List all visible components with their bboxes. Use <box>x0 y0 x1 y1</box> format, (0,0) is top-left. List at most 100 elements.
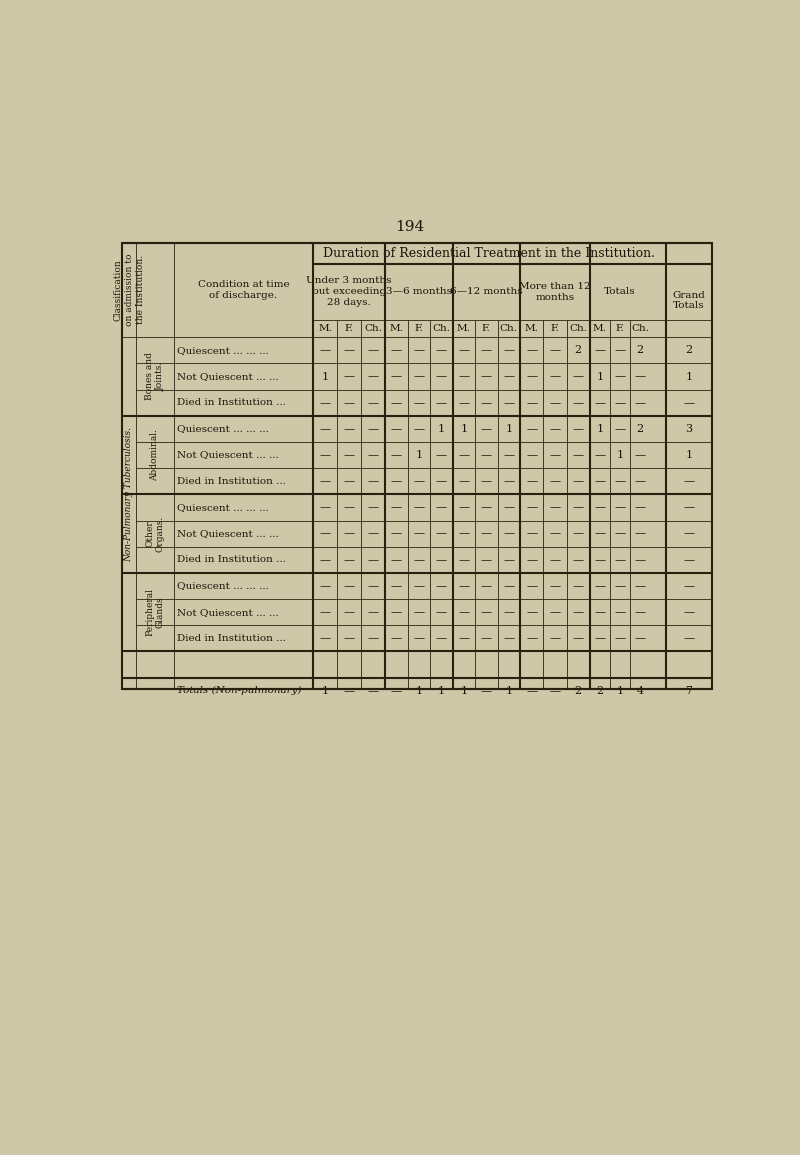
Text: Died in Institution ...: Died in Institution ... <box>177 634 286 643</box>
Text: Not Quiescent ... ...: Not Quiescent ... ... <box>177 372 278 381</box>
Text: —: — <box>414 345 425 356</box>
Text: —: — <box>436 502 447 513</box>
Text: —: — <box>503 633 514 643</box>
Text: 2: 2 <box>574 686 582 695</box>
Text: —: — <box>391 424 402 434</box>
Text: —: — <box>319 502 330 513</box>
Text: Bones and
Joints.: Bones and Joints. <box>146 352 165 401</box>
Text: —: — <box>594 450 606 460</box>
Bar <box>122 243 712 690</box>
Text: —: — <box>391 554 402 565</box>
Text: —: — <box>683 581 694 591</box>
Text: —: — <box>414 581 425 591</box>
Text: —: — <box>550 608 561 617</box>
Text: M.: M. <box>593 323 607 333</box>
Text: 1: 1 <box>415 450 422 460</box>
Text: —: — <box>344 450 354 460</box>
Text: —: — <box>594 476 606 486</box>
Text: —: — <box>481 345 492 356</box>
Text: —: — <box>683 476 694 486</box>
Text: —: — <box>526 554 538 565</box>
Text: —: — <box>614 476 626 486</box>
Text: —: — <box>526 476 538 486</box>
Text: —: — <box>503 450 514 460</box>
Text: —: — <box>594 608 606 617</box>
Text: —: — <box>436 581 447 591</box>
Text: —: — <box>573 424 584 434</box>
Text: —: — <box>503 476 514 486</box>
Text: —: — <box>573 529 584 538</box>
Text: 1: 1 <box>506 424 512 434</box>
Text: —: — <box>481 633 492 643</box>
Text: —: — <box>414 633 425 643</box>
Text: —: — <box>550 476 561 486</box>
Text: —: — <box>436 345 447 356</box>
Text: 1: 1 <box>322 372 329 381</box>
Text: —: — <box>414 608 425 617</box>
Text: 1: 1 <box>506 686 512 695</box>
Text: 1: 1 <box>460 686 467 695</box>
Text: 3—6 months: 3—6 months <box>386 288 452 297</box>
Text: —: — <box>319 450 330 460</box>
Text: Non-Pulmonary Tuberculosis.: Non-Pulmonary Tuberculosis. <box>125 427 134 561</box>
Text: —: — <box>391 686 402 695</box>
Text: —: — <box>550 633 561 643</box>
Text: —: — <box>481 581 492 591</box>
Text: 2: 2 <box>596 686 603 695</box>
Text: —: — <box>344 554 354 565</box>
Text: —: — <box>368 502 378 513</box>
Text: —: — <box>634 502 646 513</box>
Text: F.: F. <box>550 323 559 333</box>
Text: —: — <box>391 581 402 591</box>
Text: —: — <box>458 633 470 643</box>
Text: 7: 7 <box>686 686 693 695</box>
Text: —: — <box>319 608 330 617</box>
Text: —: — <box>368 476 378 486</box>
Text: —: — <box>368 686 378 695</box>
Text: 1: 1 <box>322 686 329 695</box>
Text: —: — <box>550 581 561 591</box>
Text: —: — <box>683 502 694 513</box>
Text: —: — <box>458 345 470 356</box>
Text: —: — <box>481 476 492 486</box>
Text: —: — <box>368 633 378 643</box>
Text: —: — <box>391 372 402 381</box>
Text: —: — <box>391 502 402 513</box>
Text: —: — <box>614 529 626 538</box>
Text: —: — <box>634 633 646 643</box>
Text: —: — <box>526 345 538 356</box>
Text: Quiescent ... ... ...: Quiescent ... ... ... <box>177 502 269 512</box>
Text: 2: 2 <box>637 345 644 356</box>
Text: —: — <box>436 554 447 565</box>
Text: F.: F. <box>482 323 490 333</box>
Text: 4: 4 <box>637 686 644 695</box>
Text: Ch.: Ch. <box>500 323 518 333</box>
Text: —: — <box>614 372 626 381</box>
Text: —: — <box>614 502 626 513</box>
Text: —: — <box>414 424 425 434</box>
Text: —: — <box>573 372 584 381</box>
Text: Classification
on admission to
the Institution.: Classification on admission to the Insti… <box>114 254 145 326</box>
Text: Abdominal.: Abdominal. <box>150 430 159 480</box>
Text: —: — <box>614 633 626 643</box>
Text: More than 12
months: More than 12 months <box>519 282 590 301</box>
Text: Not Quiescent ... ...: Not Quiescent ... ... <box>177 608 278 617</box>
Text: —: — <box>319 529 330 538</box>
Text: —: — <box>319 397 330 408</box>
Text: —: — <box>481 686 492 695</box>
Text: 6—12 months: 6—12 months <box>450 288 522 297</box>
Text: —: — <box>550 502 561 513</box>
Text: —: — <box>319 476 330 486</box>
Text: —: — <box>526 581 538 591</box>
Text: —: — <box>634 372 646 381</box>
Text: 1: 1 <box>596 424 603 434</box>
Text: —: — <box>344 529 354 538</box>
Text: —: — <box>414 476 425 486</box>
Text: Not Quiescent ... ...: Not Quiescent ... ... <box>177 529 278 538</box>
Text: —: — <box>458 554 470 565</box>
Text: 3: 3 <box>686 424 693 434</box>
Text: —: — <box>458 608 470 617</box>
Text: —: — <box>550 372 561 381</box>
Text: —: — <box>458 372 470 381</box>
Text: Died in Institution ...: Died in Institution ... <box>177 556 286 565</box>
